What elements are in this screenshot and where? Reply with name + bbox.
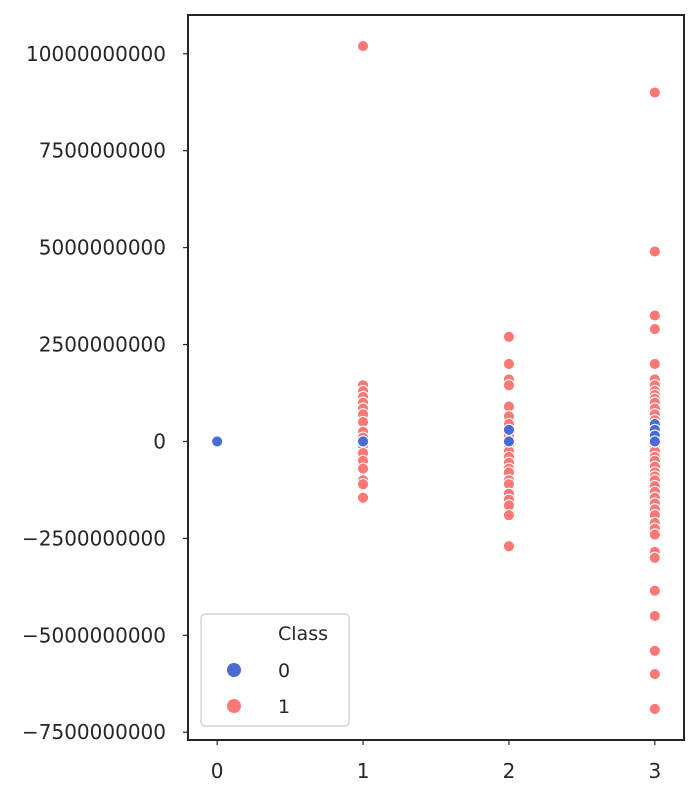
data-point-class-1 (648, 667, 661, 681)
x-axis-ticks: 0 1 2 3 (211, 740, 661, 783)
legend-label-class-0: 0 (278, 660, 290, 682)
y-tick-label: −2500000000 (22, 526, 166, 550)
data-point-class-1 (648, 584, 661, 597)
data-point-class-1 (648, 322, 661, 336)
data-point-class-1 (502, 330, 516, 343)
y-tick-label: 10000000000 (26, 42, 166, 66)
data-point-class-1 (648, 528, 661, 541)
data-point-class-1 (648, 245, 661, 258)
series-class-0 (211, 417, 661, 448)
x-tick-label: 1 (357, 759, 370, 783)
data-point-class-1 (356, 462, 370, 475)
data-point-class-1 (502, 357, 516, 371)
data-point-class-0 (648, 435, 661, 448)
legend-label-class-1: 1 (278, 696, 290, 718)
data-point-class-1 (356, 477, 370, 491)
data-point-class-1 (356, 39, 370, 53)
y-tick-label: 0 (153, 429, 166, 453)
data-point-class-1 (648, 357, 661, 371)
data-point-class-0 (211, 435, 224, 448)
legend: Class 0 1 (200, 613, 350, 727)
legend-marker-class-0 (227, 663, 241, 677)
data-point-class-1 (648, 609, 661, 623)
legend-box (200, 613, 350, 727)
x-tick-label: 3 (648, 759, 661, 783)
y-tick-label: 5000000000 (39, 236, 166, 260)
y-tick-label: 2500000000 (39, 333, 166, 357)
data-points (211, 39, 661, 716)
data-point-class-1 (648, 702, 661, 716)
data-point-class-1 (356, 491, 370, 504)
data-point-class-0 (356, 435, 370, 448)
series-class-1 (356, 39, 661, 716)
y-axis-ticks: 10000000000 7500000000 5000000000 250000000… (22, 42, 188, 744)
y-tick-label: 7500000000 (39, 139, 166, 163)
legend-title: Class (278, 623, 328, 645)
data-point-class-1 (502, 508, 516, 522)
data-point-class-1 (648, 309, 661, 322)
data-point-class-0 (502, 423, 516, 436)
data-point-class-1 (502, 379, 516, 392)
y-tick-label: −5000000000 (22, 623, 166, 647)
data-point-class-1 (648, 86, 661, 99)
x-tick-label: 0 (211, 759, 224, 783)
data-point-class-1 (502, 539, 516, 553)
y-tick-label: −7500000000 (22, 720, 166, 744)
plot-frame (187, 14, 685, 741)
x-tick-label: 2 (503, 759, 516, 783)
data-point-class-0 (502, 435, 516, 448)
legend-marker-class-1 (227, 699, 241, 713)
data-point-class-1 (648, 551, 661, 564)
data-point-class-1 (648, 644, 661, 657)
